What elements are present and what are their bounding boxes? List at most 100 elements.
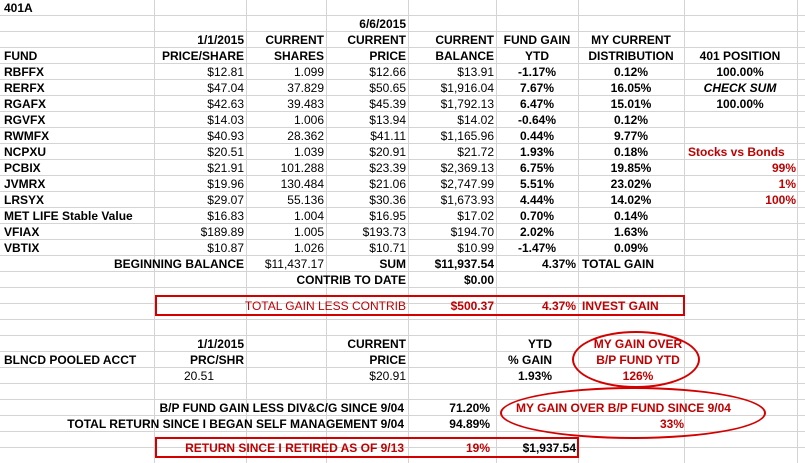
- total-gain-less-contrib-value[interactable]: $500.37: [450, 299, 494, 313]
- fund-distribution[interactable]: 9.77%: [613, 129, 649, 143]
- header-balance[interactable]: BALANCE: [435, 49, 494, 63]
- fund-ytd[interactable]: 6.47%: [519, 97, 555, 111]
- bp-fund-gain-value[interactable]: 71.20%: [449, 401, 490, 415]
- fund-shares[interactable]: 1.005: [293, 225, 324, 239]
- fund-distribution[interactable]: 19.85%: [610, 161, 652, 175]
- contrib-label[interactable]: CONTRIB TO DATE: [296, 273, 406, 287]
- fund-price-jan[interactable]: $40.93: [207, 129, 244, 143]
- fund-name[interactable]: RGAFX: [4, 97, 46, 111]
- fund-price-current[interactable]: $45.39: [369, 97, 406, 111]
- fund-price-jan[interactable]: $19.96: [207, 177, 244, 191]
- fund-shares[interactable]: 1.006: [293, 113, 324, 127]
- fund-shares[interactable]: 39.483: [287, 97, 324, 111]
- fund-price-jan[interactable]: $47.04: [207, 81, 244, 95]
- pooled-date[interactable]: 1/1/2015: [197, 337, 244, 351]
- pooled-price-jan[interactable]: 20.51: [183, 369, 214, 383]
- fund-ytd[interactable]: 4.44%: [519, 193, 555, 207]
- total-gain-pct[interactable]: 4.37%: [541, 257, 576, 271]
- fund-balance[interactable]: $1,673.93: [440, 193, 494, 207]
- stocks-vs-bonds-label[interactable]: Stocks vs Bonds: [688, 145, 785, 159]
- fund-shares[interactable]: 1.099: [293, 65, 324, 79]
- sum-label[interactable]: SUM: [379, 257, 406, 271]
- fund-price-jan[interactable]: $21.91: [207, 161, 244, 175]
- fund-price-jan[interactable]: $20.51: [207, 145, 244, 159]
- invest-gain-pct[interactable]: 4.37%: [541, 299, 576, 313]
- retired-return-pct[interactable]: 19%: [465, 441, 490, 455]
- fund-balance[interactable]: $2,747.99: [440, 177, 494, 191]
- fund-price-jan[interactable]: $14.03: [207, 113, 244, 127]
- pooled-current-header[interactable]: CURRENT: [347, 337, 406, 351]
- fund-name[interactable]: VBTIX: [4, 241, 40, 255]
- fund-price-current[interactable]: $41.11: [370, 129, 406, 143]
- fund-distribution[interactable]: 0.09%: [613, 241, 649, 255]
- fund-name[interactable]: LRSYX: [4, 193, 45, 207]
- fund-price-jan[interactable]: $10.87: [207, 241, 244, 255]
- fund-price-jan[interactable]: $42.63: [207, 97, 244, 111]
- fund-balance[interactable]: $194.70: [450, 225, 494, 239]
- fund-price-jan[interactable]: $189.89: [200, 225, 244, 239]
- header-current-c[interactable]: CURRENT: [435, 33, 494, 47]
- header-fund[interactable]: FUND: [4, 49, 38, 63]
- fund-distribution[interactable]: 1.63%: [613, 225, 649, 239]
- fund-price-current[interactable]: $16.95: [369, 209, 406, 223]
- fund-ytd[interactable]: 1.93%: [519, 145, 555, 159]
- stocks-pct[interactable]: 99%: [771, 161, 796, 175]
- fund-shares[interactable]: 101.288: [280, 161, 324, 175]
- fund-distribution[interactable]: 0.14%: [613, 209, 649, 223]
- fund-balance[interactable]: $1,165.96: [440, 129, 494, 143]
- fund-distribution[interactable]: 14.02%: [610, 193, 652, 207]
- fund-name[interactable]: RGVFX: [4, 113, 46, 127]
- header-shares[interactable]: SHARES: [273, 49, 324, 63]
- fund-ytd[interactable]: -0.64%: [517, 113, 557, 127]
- fund-name[interactable]: PCBIX: [4, 161, 41, 175]
- header-current-a[interactable]: CURRENT: [265, 33, 324, 47]
- fund-ytd[interactable]: 0.70%: [519, 209, 555, 223]
- header-price-share[interactable]: PRICE/SHARE: [161, 49, 244, 63]
- pooled-pct-gain-header[interactable]: % GAIN: [507, 353, 552, 367]
- fund-name[interactable]: MET LIFE Stable Value: [4, 209, 133, 223]
- total-return-value[interactable]: 94.89%: [449, 417, 490, 431]
- fund-balance[interactable]: $17.02: [457, 209, 494, 223]
- fund-balance[interactable]: $1,792.13: [440, 97, 494, 111]
- check-sum-value[interactable]: 100.00%: [716, 97, 764, 111]
- fund-price-current[interactable]: $10.71: [369, 241, 406, 255]
- fund-price-current[interactable]: $12.66: [369, 65, 406, 79]
- fund-distribution[interactable]: 0.12%: [613, 113, 649, 127]
- sum-value[interactable]: $11,937.54: [434, 257, 494, 271]
- fund-price-current[interactable]: $21.06: [369, 177, 406, 191]
- fund-name[interactable]: RWMFX: [4, 129, 50, 143]
- fund-ytd[interactable]: 6.75%: [519, 161, 555, 175]
- bp-fund-gain-label[interactable]: B/P FUND GAIN LESS DIV&C/G SINCE 9/04: [159, 401, 405, 415]
- fund-name[interactable]: JVMRX: [4, 177, 46, 191]
- header-my-current[interactable]: MY CURRENT: [591, 33, 671, 47]
- header-price[interactable]: PRICE: [369, 49, 406, 63]
- fund-price-jan[interactable]: $16.83: [207, 209, 244, 223]
- fund-ytd[interactable]: -1.17%: [517, 65, 557, 79]
- bonds-pct[interactable]: 1%: [778, 177, 796, 191]
- pooled-price-current[interactable]: $20.91: [369, 369, 406, 383]
- fund-price-current[interactable]: $193.73: [362, 225, 406, 239]
- header-401-position[interactable]: 401 POSITION: [699, 49, 781, 63]
- header-distribution[interactable]: DISTRIBUTION: [588, 49, 674, 63]
- fund-distribution[interactable]: 23.02%: [610, 177, 652, 191]
- fund-distribution[interactable]: 0.12%: [613, 65, 649, 79]
- fund-distribution[interactable]: 15.01%: [610, 97, 652, 111]
- fund-shares[interactable]: 28.362: [287, 129, 324, 143]
- header-date-2[interactable]: 6/6/2015: [359, 17, 406, 31]
- fund-price-jan[interactable]: $29.07: [207, 193, 244, 207]
- fund-ytd[interactable]: 0.44%: [519, 129, 555, 143]
- fund-name[interactable]: RBFFX: [4, 65, 44, 79]
- fund-shares[interactable]: 1.039: [293, 145, 324, 159]
- total-gain-label[interactable]: TOTAL GAIN: [582, 257, 654, 271]
- pooled-ytd-header[interactable]: YTD: [528, 337, 552, 351]
- header-date-1[interactable]: 1/1/2015: [197, 33, 244, 47]
- fund-price-current[interactable]: $20.91: [369, 145, 406, 159]
- fund-balance[interactable]: $10.99: [457, 241, 494, 255]
- beginning-balance-value[interactable]: $11,437.17: [264, 257, 324, 271]
- fund-balance[interactable]: $21.72: [457, 145, 494, 159]
- header-ytd[interactable]: YTD: [525, 49, 549, 63]
- fund-price-current[interactable]: $50.65: [369, 81, 406, 95]
- header-current-b[interactable]: CURRENT: [347, 33, 406, 47]
- beginning-balance-label[interactable]: BEGINNING BALANCE: [113, 257, 244, 271]
